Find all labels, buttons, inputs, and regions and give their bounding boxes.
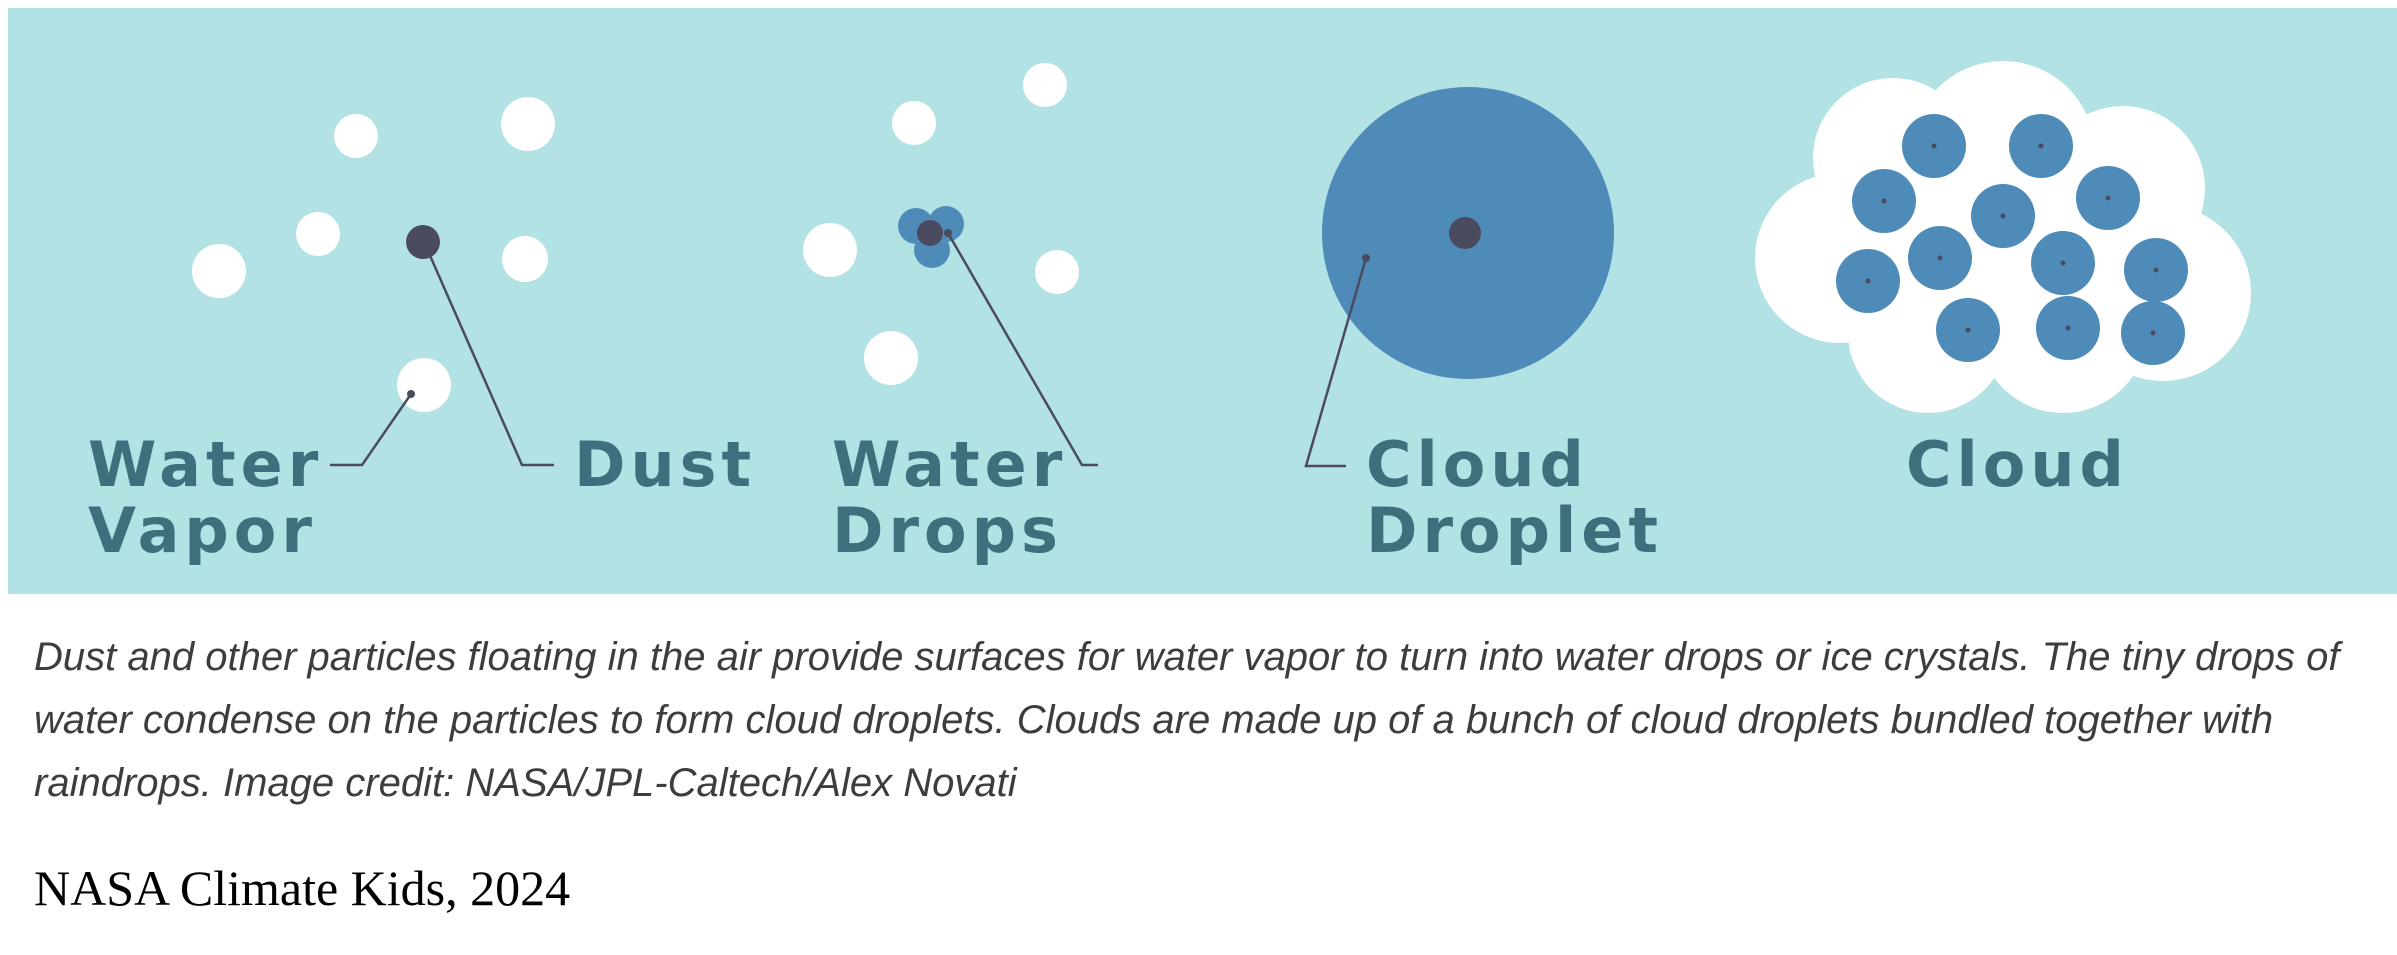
leader-dot [944,229,952,237]
source-credit: NASA Climate Kids, 2024 [34,860,571,916]
water-vapor-particle [502,236,548,282]
dust-particle [1965,327,1971,333]
dust-particle [2150,330,2156,336]
water-drops-leader-line [946,232,1098,467]
water-drops-label-line-2: Drops [832,494,1063,567]
dust-leader-line [426,250,554,467]
dust-particle [917,220,943,246]
water-vapor-particle [892,101,936,145]
dust-particle [2105,195,2111,201]
cloud-droplet-label-line-1: Cloud [1366,428,1589,501]
water-vapor-particle [1035,250,1079,294]
dust-label: Dust [574,428,756,501]
leader-dot [1362,254,1370,262]
dust-particle [2000,213,2006,219]
cloud-droplet-cluster [1836,114,2188,365]
water-vapor-particle [501,97,555,151]
water-vapor-particle [864,331,918,385]
water-drops-label-line-1: Water [832,428,1067,501]
cloud-formation-diagram: Water Vapor Dust Water Drops Cloud Dropl… [8,8,2397,594]
cloud-label: Cloud [1906,428,2129,501]
dust-particle [2153,267,2159,273]
dust-particle [1881,198,1887,204]
dust-particle [2038,143,2044,149]
water-vapor-particle [803,223,857,277]
water-vapor-group [192,97,555,412]
water-vapor-particle [1023,63,1067,107]
dust-particle [2065,325,2071,331]
dust-particle [1931,143,1937,149]
dust-particle [1865,278,1871,284]
water-vapor-label-line-2: Vapor [88,494,317,567]
dust-particle [2060,260,2066,266]
water-vapor-particle [192,244,246,298]
cloud-droplet-label-line-2: Droplet [1366,494,1663,567]
water-vapor-particle [334,114,378,158]
water-vapor-particle [296,212,340,256]
dust-particle [406,225,440,259]
water-drops-cluster [898,206,964,268]
leader-dot [407,390,415,398]
diagram-canvas: Water Vapor Dust Water Drops Cloud Dropl… [8,8,2397,594]
water-vapor-particle [397,358,451,412]
dust-particle [1937,255,1943,261]
water-vapor-leader-line [330,393,413,467]
dust-particle [1449,217,1481,249]
figure-caption: Dust and other particles floating in the… [34,635,2340,805]
water-drops-vapor-group [803,63,1079,385]
cloud-droplet-leader-line [1304,257,1368,468]
water-vapor-label-line-1: Water [88,428,323,501]
